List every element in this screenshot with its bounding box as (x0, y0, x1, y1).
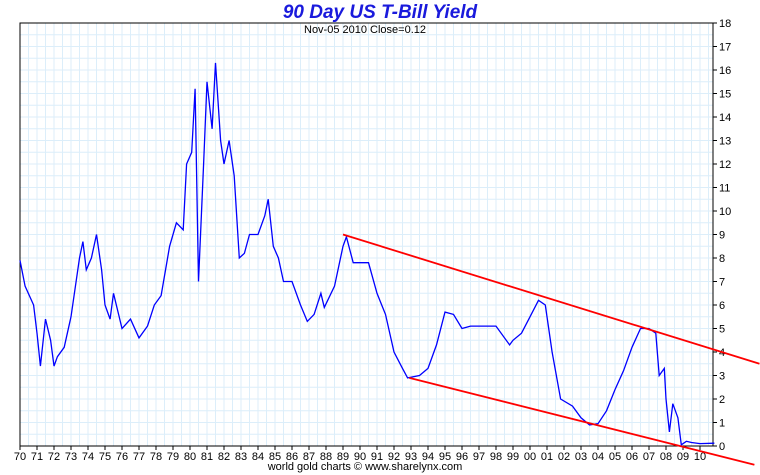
y-tick-label: 16 (719, 65, 731, 77)
y-tick-label: 6 (719, 300, 725, 312)
x-tick-label: 78 (150, 451, 162, 463)
y-tick-label: 15 (719, 89, 731, 101)
trendline (342, 233, 760, 365)
series-line (19, 62, 715, 446)
y-tick-label: 11 (719, 183, 730, 195)
chart-footer: world gold charts © www.sharelynx.com (267, 461, 463, 473)
x-tick-label: 70 (14, 451, 26, 463)
y-tick-label: 17 (719, 42, 731, 54)
x-tick-label: 71 (31, 451, 43, 463)
x-tick-label: 04 (592, 451, 604, 463)
x-tick-label: 83 (235, 451, 247, 463)
y-tick-label: 10 (719, 206, 731, 218)
x-tick-label: 86 (286, 451, 298, 463)
x-tick-label: 05 (609, 451, 621, 463)
x-tick-label: 93 (405, 451, 417, 463)
x-tick-label: 94 (422, 451, 434, 463)
x-tick-label: 84 (252, 451, 264, 463)
x-tick-label: 75 (99, 451, 111, 463)
y-tick-label: 18 (719, 18, 731, 30)
x-tick-label: 73 (65, 451, 77, 463)
x-tick-label: 80 (184, 451, 196, 463)
x-tick-label: 98 (490, 451, 502, 463)
x-tick-label: 02 (558, 451, 570, 463)
x-tick-label: 72 (48, 451, 60, 463)
y-tick-label: 7 (719, 277, 725, 289)
x-tick-label: 76 (116, 451, 128, 463)
x-tick-label: 95 (439, 451, 451, 463)
x-tick-label: 89 (337, 451, 349, 463)
x-tick-label: 77 (133, 451, 145, 463)
chart-title: 90 Day US T-Bill Yield (282, 2, 478, 23)
x-tick-label: 79 (167, 451, 179, 463)
x-tick-label: 87 (303, 451, 315, 463)
x-tick-label: 01 (541, 451, 553, 463)
x-tick-label: 74 (82, 451, 94, 463)
x-tick-label: 92 (388, 451, 400, 463)
x-tick-label: 10 (694, 451, 706, 463)
y-tick-label: 0 (719, 441, 725, 453)
y-tick-label: 8 (719, 253, 725, 265)
x-tick-label: 00 (524, 451, 536, 463)
x-tick-label: 90 (354, 451, 366, 463)
x-tick-label: 07 (643, 451, 655, 463)
x-tick-label: 88 (320, 451, 332, 463)
x-tick-label: 85 (269, 451, 281, 463)
x-tick-label: 03 (575, 451, 587, 463)
x-tick-label: 82 (218, 451, 230, 463)
y-tick-label: 12 (719, 159, 731, 171)
y-tick-label: 13 (719, 136, 731, 148)
trendline (409, 376, 755, 466)
y-tick-label: 3 (719, 371, 725, 383)
x-tick-label: 97 (473, 451, 485, 463)
x-tick-label: 08 (660, 451, 672, 463)
x-tick-label: 06 (626, 451, 638, 463)
y-tick-label: 1 (719, 418, 725, 430)
x-tick-label: 99 (507, 451, 519, 463)
chart-subtitle: Nov-05 2010 Close=0.12 (304, 24, 426, 36)
x-tick-label: 96 (456, 451, 468, 463)
x-tick-label: 81 (201, 451, 213, 463)
y-tick-label: 2 (719, 394, 725, 406)
x-tick-label: 91 (371, 451, 383, 463)
y-tick-label: 9 (719, 230, 725, 242)
y-tick-label: 5 (719, 324, 725, 336)
y-tick-label: 14 (719, 112, 731, 124)
x-tick-label: 09 (677, 451, 689, 463)
